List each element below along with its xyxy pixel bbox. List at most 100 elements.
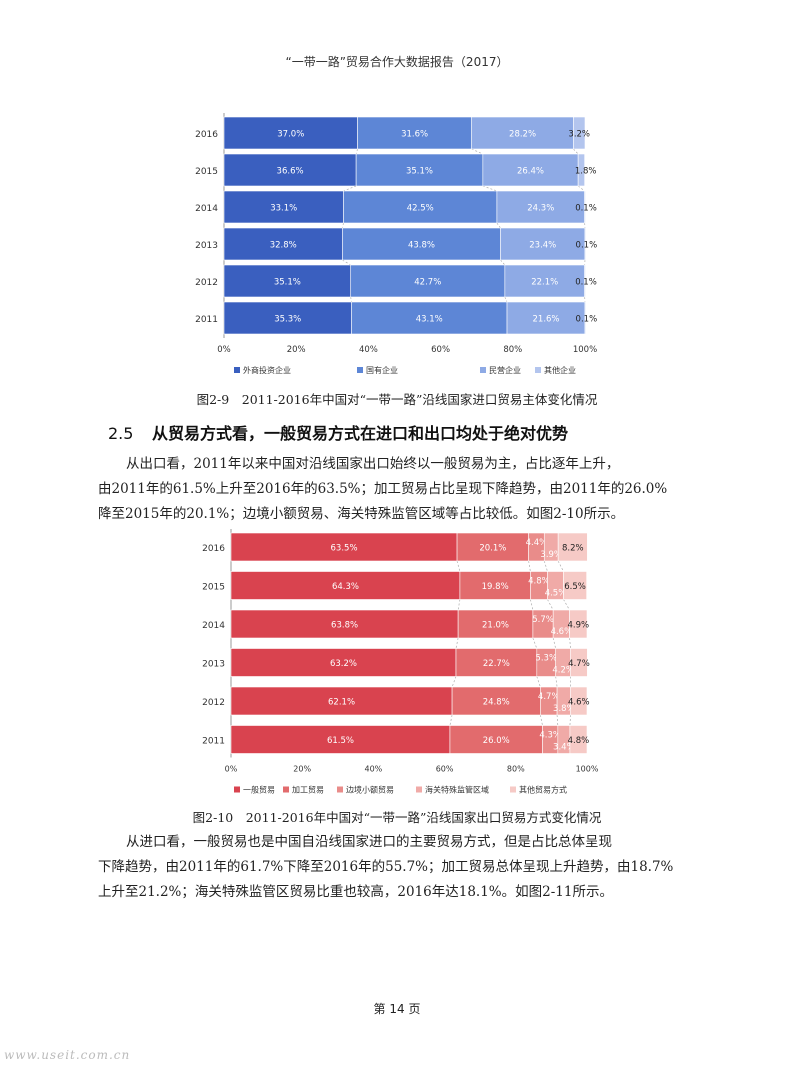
bar-segment: [351, 301, 508, 335]
data-label: 22.7%: [483, 659, 510, 669]
bar-segment: [482, 153, 579, 187]
connector-line: [555, 676, 558, 688]
data-label: 35.3%: [274, 315, 301, 325]
x-tick-label: 100%: [576, 765, 599, 774]
y-tick-label: 2011: [195, 315, 218, 325]
bar-segment: [230, 571, 461, 600]
legend-label: 海关特殊监管区域: [425, 785, 489, 795]
data-label: 35.1%: [406, 167, 433, 177]
data-label: 3.4%: [553, 743, 575, 753]
connector-line: [504, 296, 508, 303]
connector-line: [532, 637, 538, 649]
bar-segment: [230, 648, 457, 677]
bar-segment: [449, 725, 543, 754]
paragraph-line: 下降趋势，由2011年的61.7%下降至2016年的55.7%；加工贸易总体呈现…: [98, 859, 674, 875]
data-label: 0.1%: [575, 204, 597, 214]
connector-line: [552, 637, 557, 649]
data-label: 37.0%: [277, 130, 304, 140]
legend-swatch: [234, 367, 240, 373]
y-tick-label: 2012: [202, 698, 225, 708]
x-tick-label: 20%: [293, 765, 311, 774]
bar-segment: [223, 190, 344, 224]
data-label: 4.7%: [568, 659, 590, 669]
bar-segment: [350, 264, 506, 298]
data-label: 0.1%: [576, 241, 598, 251]
y-tick-label: 2011: [202, 737, 225, 747]
bar-segment: [496, 190, 585, 224]
bar-segment: [557, 532, 588, 562]
bar-segment: [584, 264, 586, 298]
bar-segment: [223, 301, 352, 335]
bar-segment: [223, 264, 352, 298]
connector-line: [457, 599, 461, 611]
x-tick-label: 20%: [287, 345, 306, 355]
data-label: 33.1%: [270, 204, 297, 214]
bar-segment: [500, 227, 586, 261]
connector-line: [496, 222, 501, 229]
section-heading: 2.5 从贸易方式看，一般贸易方式在进口和出口均处于绝对优势: [108, 420, 568, 444]
bar-segment: [230, 686, 453, 716]
legend-swatch: [480, 367, 486, 373]
x-tick-label: 60%: [431, 345, 450, 355]
connector-line: [547, 599, 554, 611]
y-tick-label: 2015: [195, 167, 218, 177]
data-label: 32.8%: [270, 241, 297, 251]
bar-segment: [573, 116, 586, 150]
data-label: 21.6%: [533, 315, 560, 325]
bar-segment: [455, 648, 538, 677]
data-label: 36.6%: [277, 167, 304, 177]
data-label: 4.5%: [545, 589, 567, 599]
legend-swatch: [416, 786, 422, 793]
data-label: 24.3%: [527, 204, 554, 214]
data-label: 61.5%: [327, 736, 354, 746]
data-label: 8.2%: [562, 544, 584, 554]
data-label: 20.1%: [479, 544, 506, 554]
bar-segment: [230, 725, 451, 754]
bar-segment: [471, 116, 574, 150]
legend-label: 其他贸易方式: [519, 785, 567, 795]
data-label: 4.4%: [526, 538, 548, 548]
connector-line: [342, 259, 351, 266]
x-tick-label: 100%: [573, 345, 597, 355]
data-label: 62.1%: [328, 698, 355, 708]
connector-line: [573, 148, 579, 155]
data-label: 43.8%: [408, 241, 435, 251]
bar-segment: [223, 227, 343, 261]
connector-line: [569, 637, 571, 649]
connector-line: [500, 259, 506, 266]
x-tick-label: 0%: [217, 345, 231, 355]
bar-segment: [230, 609, 459, 639]
section-title: 从贸易方式看，一般贸易方式在进口和出口均处于绝对优势: [152, 424, 569, 443]
data-label: 4.9%: [567, 621, 589, 631]
legend-label: 一般贸易: [243, 785, 275, 795]
data-label: 26.4%: [517, 167, 544, 177]
data-label: 22.1%: [531, 278, 558, 288]
paragraph-export: 从出口看，2011年以来中国对沿线国家出口始终以一般贸易为主，占比逐年上升， 由…: [98, 452, 698, 527]
data-label: 31.6%: [401, 130, 428, 140]
bar-segment: [570, 686, 588, 716]
data-label: 4.3%: [539, 731, 561, 741]
bar-segment: [569, 609, 588, 639]
y-tick-label: 2013: [195, 241, 218, 251]
connector-line: [530, 599, 534, 611]
bar-segment: [223, 153, 357, 187]
connector-line: [528, 560, 531, 572]
legend-swatch: [357, 367, 363, 373]
connector-line: [557, 560, 564, 572]
data-label: 19.8%: [482, 582, 509, 592]
y-tick-label: 2016: [195, 130, 218, 140]
connector-line: [455, 637, 459, 649]
legend-swatch: [234, 786, 240, 793]
connector-line: [563, 599, 570, 611]
connector-line: [451, 676, 457, 688]
data-label: 42.5%: [407, 204, 434, 214]
data-label: 42.7%: [414, 278, 441, 288]
connector-line: [456, 560, 461, 572]
bar-segment: [223, 116, 358, 150]
paragraph-import: 从进口看，一般贸易也是中国自沿线国家进口的主要贸易方式，但是占比总体呈现 下降趋…: [98, 830, 698, 905]
bar-segment: [584, 301, 587, 335]
connector-line: [540, 714, 543, 726]
data-label: 5.7%: [532, 615, 554, 625]
legend-label: 民营企业: [489, 365, 521, 375]
figure-caption-2-10: 图2-10 2011-2016年中国对“一带一路”沿线国家出口贸易方式变化情况: [192, 810, 602, 825]
